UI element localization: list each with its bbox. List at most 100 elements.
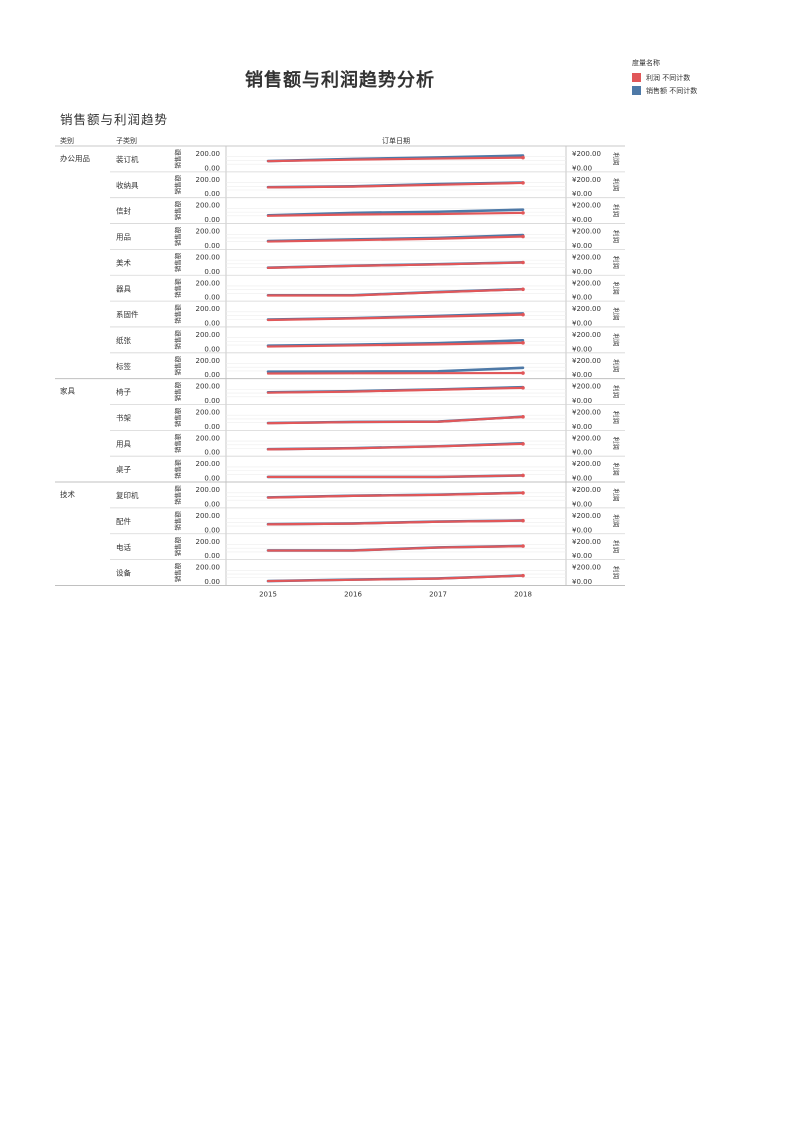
right-axis-title: 利润 [612, 540, 621, 553]
right-tick-bottom: ¥0.00 [572, 319, 592, 327]
left-axis-title: 销售额 [173, 149, 182, 169]
category-label: 办公用品 [60, 153, 90, 163]
right-tick-bottom: ¥0.00 [572, 578, 592, 586]
sales-point [352, 370, 354, 373]
subcategory-label: 系固件 [116, 309, 139, 319]
sales-point [437, 210, 439, 213]
subcategory-label: 用品 [116, 233, 131, 242]
profit-point [437, 263, 439, 266]
right-axis-title: 利润 [612, 463, 621, 476]
profit-point [437, 183, 439, 186]
subcategory-label: 书架 [116, 413, 131, 423]
left-tick-top: 200.00 [196, 305, 221, 313]
profit-point [352, 239, 354, 242]
profit-series-line [266, 341, 525, 348]
profit-series-line [266, 519, 525, 526]
profit-point [521, 544, 525, 548]
right-tick-bottom: ¥0.00 [572, 216, 592, 224]
legend-label-sales: 销售额 不同计数 [646, 86, 698, 95]
profit-point [267, 372, 269, 375]
profit-point [521, 155, 525, 160]
profit-series-line [266, 235, 525, 243]
profit-point [352, 213, 354, 216]
left-axis-title: 销售额 [173, 536, 182, 556]
right-axis-title: 利润 [612, 308, 621, 321]
profit-point [521, 491, 525, 495]
left-tick-bottom: 0.00 [204, 449, 220, 457]
right-tick-top: ¥200.00 [572, 305, 601, 313]
left-tick-bottom: 0.00 [204, 526, 220, 534]
subcategory-label: 装订机 [116, 154, 139, 164]
profit-point [267, 267, 269, 269]
profit-point [352, 158, 354, 161]
profit-point [267, 319, 269, 321]
right-axis-title: 利润 [612, 178, 621, 191]
profit-point [267, 214, 269, 217]
left-tick-bottom: 0.00 [204, 371, 220, 379]
right-tick-bottom: ¥0.00 [572, 268, 592, 276]
profit-point [352, 447, 354, 450]
profit-point [267, 160, 269, 163]
right-tick-top: ¥200.00 [572, 176, 601, 184]
right-axis-title: 利润 [612, 204, 621, 217]
right-tick-bottom: ¥0.00 [572, 423, 592, 431]
category-label: 家具 [60, 386, 75, 396]
right-axis-title: 利润 [612, 359, 621, 372]
profit-point [437, 493, 439, 496]
left-axis-title: 销售额 [173, 381, 182, 401]
right-tick-bottom: ¥0.00 [572, 164, 592, 172]
left-tick-bottom: 0.00 [204, 578, 220, 586]
left-tick-top: 200.00 [196, 434, 221, 442]
profit-point [437, 577, 439, 580]
legend-item-profit[interactable]: 利润 不同计数 [632, 71, 697, 84]
legend-item-sales[interactable]: 销售额 不同计数 [632, 84, 697, 97]
left-axis-title: 销售额 [173, 407, 182, 427]
left-axis-title: 销售额 [173, 459, 182, 479]
left-axis-title: 销售额 [173, 175, 182, 195]
profit-point [521, 415, 525, 419]
left-axis-title: 销售额 [173, 355, 182, 375]
legend-title: 度量名称 [632, 59, 660, 67]
profit-point [437, 546, 439, 549]
right-tick-bottom: ¥0.00 [572, 397, 592, 405]
legend: 度量名称 利润 不同计数 销售额 不同计数 [632, 58, 697, 97]
right-tick-bottom: ¥0.00 [572, 552, 592, 560]
profit-series-line [266, 288, 525, 297]
right-tick-top: ¥200.00 [572, 202, 601, 210]
right-axis-title: 利润 [612, 488, 621, 501]
x-tick-label: 2018 [514, 590, 532, 598]
profit-point [437, 520, 439, 523]
profit-point [521, 341, 525, 345]
profit-point [437, 420, 439, 423]
left-tick-top: 200.00 [196, 279, 221, 287]
profit-point [267, 523, 269, 526]
subcategory-label: 纸张 [116, 335, 131, 345]
left-axis-title: 销售额 [173, 278, 182, 298]
left-tick-top: 200.00 [196, 564, 221, 572]
profit-point [521, 312, 525, 317]
right-tick-top: ¥200.00 [572, 383, 601, 391]
profit-point [437, 388, 439, 391]
subcategory-label: 椅子 [116, 387, 131, 397]
right-tick-top: ¥200.00 [572, 512, 601, 520]
profit-series-line [266, 156, 525, 163]
sales-point [522, 366, 524, 369]
left-axis-title: 销售额 [173, 252, 182, 272]
profit-point [267, 422, 269, 425]
right-axis-title: 利润 [612, 437, 621, 450]
right-tick-top: ¥200.00 [572, 460, 601, 468]
profit-point [521, 260, 525, 265]
sales-point [352, 211, 354, 214]
profit-point [267, 186, 269, 189]
right-tick-bottom: ¥0.00 [572, 475, 592, 483]
profit-point [521, 473, 525, 478]
profit-point [521, 181, 525, 185]
sales-point [267, 370, 269, 373]
right-tick-top: ¥200.00 [572, 331, 601, 339]
profit-point [521, 518, 525, 523]
profit-point [521, 371, 525, 375]
profit-point [352, 476, 354, 478]
sales-series-line [266, 208, 525, 217]
left-tick-bottom: 0.00 [204, 475, 220, 483]
profit-point [437, 445, 439, 448]
